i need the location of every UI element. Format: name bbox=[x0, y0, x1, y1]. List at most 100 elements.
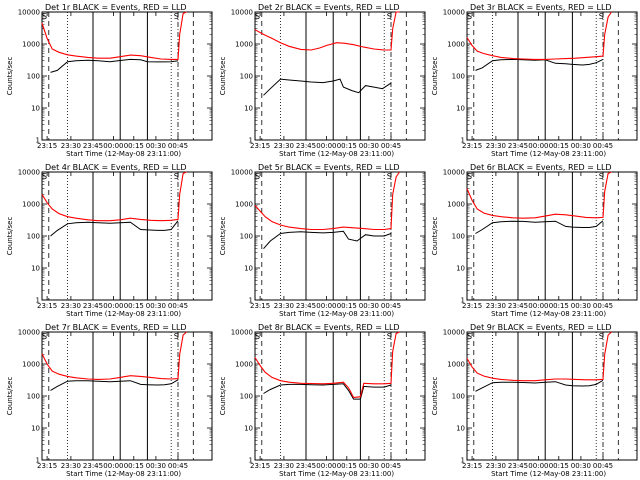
panel-3: Det 3r BLACK = Events, RED = LLD 1 10 100 10… bbox=[431, 3, 638, 158]
x-tick-label: 23:45 bbox=[508, 462, 528, 470]
panel-9: Det 9r BLACK = Events, RED = LLD 1 10 100 10… bbox=[431, 323, 638, 478]
y-tick-label: 100 bbox=[27, 233, 40, 241]
x-axis-label: Start Time (12-May-08 23:11:00) bbox=[491, 150, 606, 158]
lld-series bbox=[254, 11, 400, 51]
y-tick-label: 1000 bbox=[447, 201, 465, 209]
saa-marker: S bbox=[174, 12, 179, 21]
x-tick-label: 23:15 bbox=[250, 142, 270, 150]
x-axis-label: Start Time (12-May-08 23:11:00) bbox=[279, 470, 394, 478]
x-tick-label: 23:15 bbox=[250, 302, 270, 310]
y-tick-label: 10000 bbox=[18, 9, 40, 17]
y-axis-label: Counts/sec bbox=[431, 217, 439, 256]
x-tick-label: 00:45 bbox=[168, 462, 188, 470]
y-tick-label: 10 bbox=[244, 425, 253, 433]
lld-series bbox=[41, 171, 187, 222]
x-tick-label: 00:15 bbox=[337, 462, 357, 470]
events-series bbox=[263, 78, 392, 96]
y-tick-label: 100 bbox=[240, 393, 253, 401]
x-tick-label: 23:30 bbox=[61, 462, 81, 470]
y-tick-label: 1000 bbox=[22, 201, 40, 209]
panel-6: Det 6r BLACK = Events, RED = LLD 1 10 100 10… bbox=[431, 163, 638, 318]
x-tick-label: 23:30 bbox=[61, 142, 81, 150]
y-tick-label: 10000 bbox=[231, 329, 253, 337]
x-tick-label: 23:30 bbox=[274, 462, 294, 470]
y-tick-label: 10000 bbox=[231, 9, 253, 17]
x-tick-label: 00:15 bbox=[124, 142, 144, 150]
y-tick-label: 100 bbox=[27, 393, 40, 401]
y-tick-label: 10 bbox=[244, 105, 253, 113]
events-series bbox=[50, 379, 179, 391]
y-axis-label: Counts/sec bbox=[219, 377, 227, 416]
events-series bbox=[475, 379, 604, 392]
y-axis-label: Counts/sec bbox=[431, 377, 439, 416]
x-tick-label: 23:15 bbox=[37, 142, 57, 150]
panel-title: Det 6r BLACK = Events, RED = LLD bbox=[470, 163, 612, 172]
x-tick-label: 00:00 bbox=[103, 302, 123, 310]
x-tick-label: 00:00 bbox=[316, 142, 336, 150]
y-tick-label: 1 bbox=[36, 457, 40, 465]
x-tick-label: 23:15 bbox=[462, 302, 482, 310]
y-tick-label: 1000 bbox=[235, 361, 253, 369]
y-tick-label: 1 bbox=[461, 297, 465, 305]
panel-8: Det 8r BLACK = Events, RED = LLD 1 10 100 10… bbox=[219, 323, 426, 478]
x-axis-label: Start Time (12-May-08 23:11:00) bbox=[66, 470, 181, 478]
x-tick-label: 23:30 bbox=[61, 302, 81, 310]
y-tick-label: 1000 bbox=[235, 201, 253, 209]
x-tick-label: 00:45 bbox=[381, 142, 401, 150]
y-tick-label: 1 bbox=[36, 297, 40, 305]
x-tick-label: 00:30 bbox=[571, 302, 591, 310]
events-series bbox=[263, 230, 392, 250]
lld-series bbox=[41, 11, 187, 60]
lld-series bbox=[41, 331, 187, 380]
y-tick-label: 100 bbox=[27, 73, 40, 81]
x-tick-label: 23:45 bbox=[296, 462, 316, 470]
x-tick-label: 00:30 bbox=[571, 462, 591, 470]
x-tick-label: 23:30 bbox=[486, 142, 506, 150]
saa-marker: S bbox=[255, 12, 260, 21]
saa-marker: S bbox=[467, 332, 472, 341]
x-tick-label: 00:30 bbox=[571, 142, 591, 150]
y-tick-label: 100 bbox=[452, 233, 465, 241]
y-tick-label: 10000 bbox=[443, 169, 465, 177]
panel-title: Det 1r BLACK = Events, RED = LLD bbox=[45, 3, 187, 12]
saa-marker: S bbox=[387, 12, 392, 21]
lld-series bbox=[254, 331, 400, 399]
y-tick-label: 100 bbox=[240, 233, 253, 241]
y-tick-label: 10000 bbox=[443, 9, 465, 17]
saa-marker: S bbox=[387, 332, 392, 341]
x-tick-label: 23:45 bbox=[296, 302, 316, 310]
saa-marker: S bbox=[174, 172, 179, 181]
y-axis-label: Counts/sec bbox=[431, 57, 439, 96]
panel-title: Det 4r BLACK = Events, RED = LLD bbox=[45, 163, 187, 172]
saa-marker: S bbox=[42, 332, 47, 341]
x-tick-label: 00:15 bbox=[337, 142, 357, 150]
x-tick-label: 00:00 bbox=[316, 462, 336, 470]
x-tick-label: 23:15 bbox=[37, 462, 57, 470]
saa-marker: S bbox=[599, 12, 604, 21]
y-tick-label: 100 bbox=[452, 393, 465, 401]
lld-series bbox=[466, 171, 612, 219]
x-tick-label: 23:45 bbox=[83, 142, 103, 150]
x-tick-label: 23:30 bbox=[486, 462, 506, 470]
x-tick-label: 00:45 bbox=[381, 462, 401, 470]
x-tick-label: 00:15 bbox=[124, 462, 144, 470]
x-tick-label: 00:30 bbox=[146, 302, 166, 310]
y-tick-label: 10000 bbox=[443, 329, 465, 337]
x-tick-label: 00:15 bbox=[124, 302, 144, 310]
events-series bbox=[50, 58, 179, 73]
x-tick-label: 23:45 bbox=[508, 302, 528, 310]
x-tick-label: 00:30 bbox=[359, 462, 379, 470]
x-tick-label: 23:15 bbox=[37, 302, 57, 310]
x-tick-label: 23:15 bbox=[250, 462, 270, 470]
y-axis-label: Counts/sec bbox=[219, 57, 227, 96]
saa-marker: S bbox=[387, 172, 392, 181]
y-tick-label: 1 bbox=[249, 297, 253, 305]
saa-marker: S bbox=[467, 12, 472, 21]
saa-marker: S bbox=[467, 172, 472, 181]
y-tick-label: 10000 bbox=[231, 169, 253, 177]
x-tick-label: 00:15 bbox=[549, 462, 569, 470]
y-axis-label: Counts/sec bbox=[6, 377, 14, 416]
y-tick-label: 1000 bbox=[447, 361, 465, 369]
y-tick-label: 10000 bbox=[18, 329, 40, 337]
events-series bbox=[475, 220, 604, 234]
